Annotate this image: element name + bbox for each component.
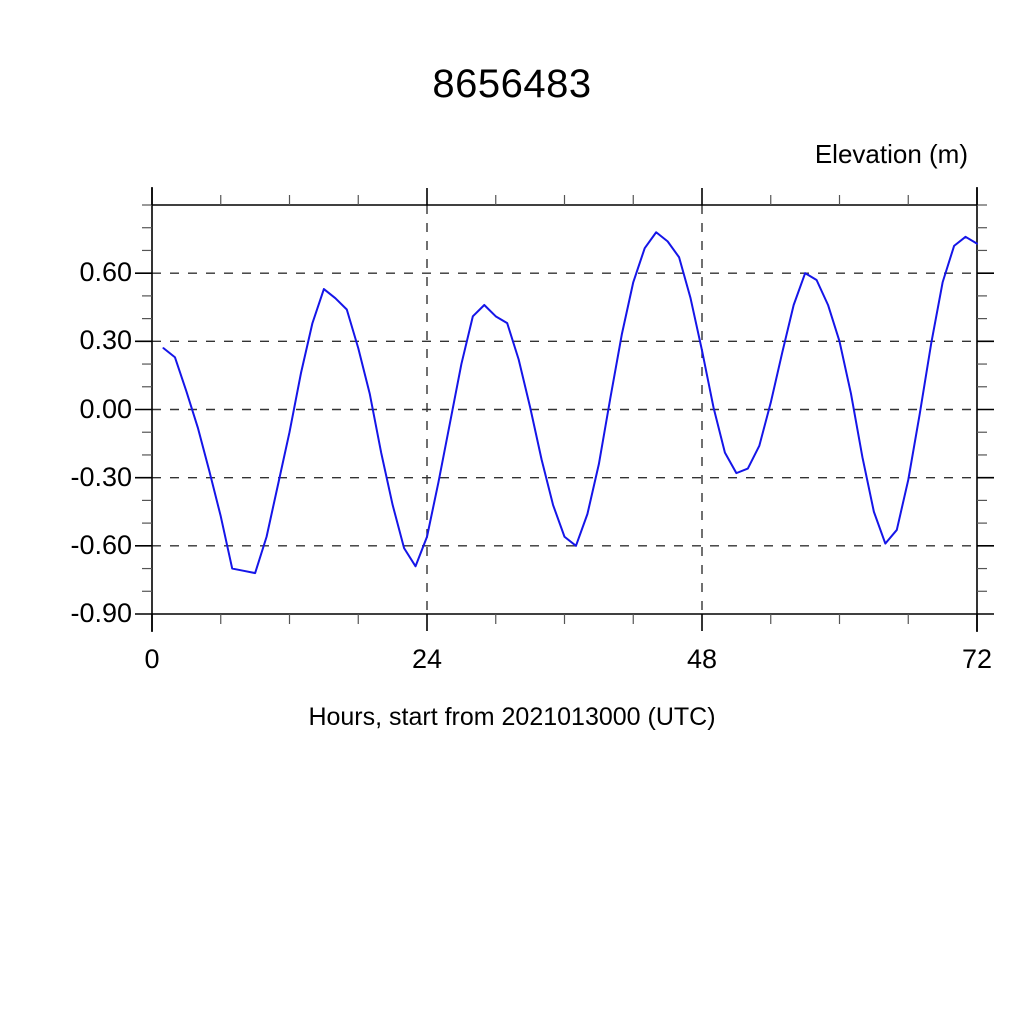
x-tick-label: 0 <box>144 644 160 674</box>
page-title: 8656483 <box>432 62 592 106</box>
y-tick-label: 0.60 <box>79 257 132 288</box>
data-series-line <box>162 231 978 575</box>
x-tick-label: 72 <box>961 644 993 674</box>
x-tick-label: 48 <box>686 644 718 674</box>
y-tick-label: -0.90 <box>70 598 132 628</box>
y-tick-label: 0.30 <box>79 325 132 356</box>
y-axis-title: Elevation (m) <box>814 139 968 169</box>
x-axis-title: Hours, start from 2021013000 (UTC) <box>308 703 716 731</box>
x-tick-label: 24 <box>411 644 443 674</box>
y-tick-label: -0.30 <box>70 461 132 492</box>
y-tick-label: -0.60 <box>70 529 132 560</box>
y-tick-label: 0.00 <box>79 393 132 424</box>
